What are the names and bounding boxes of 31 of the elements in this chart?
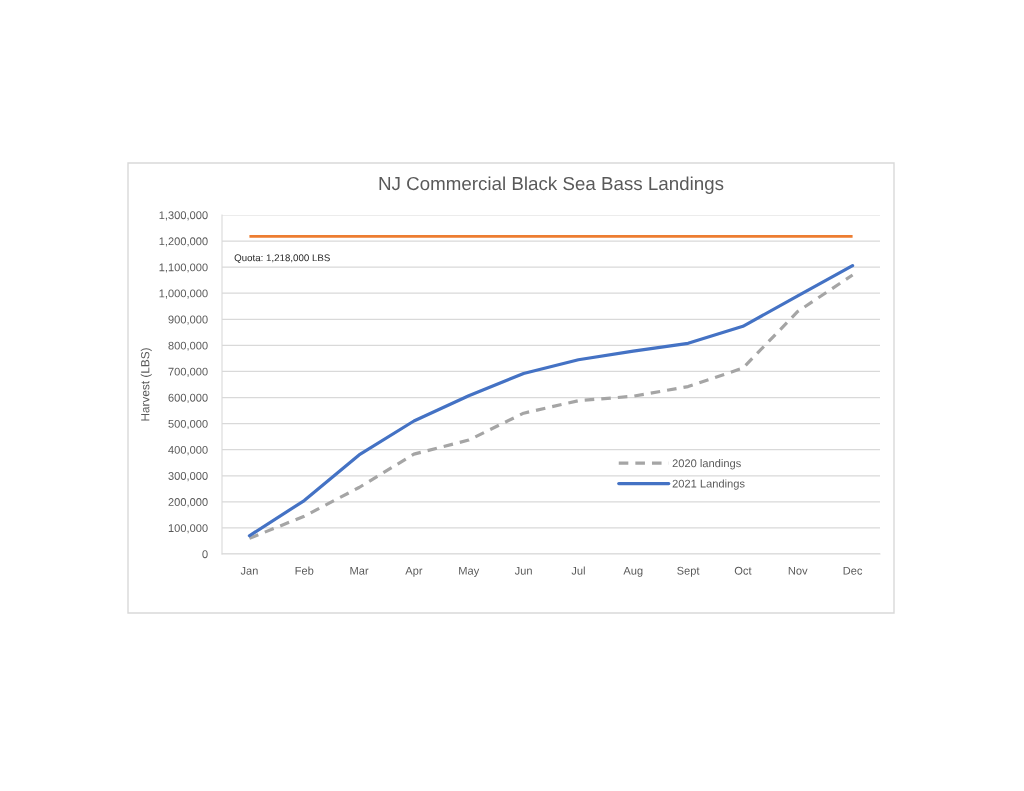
y-tick-label: 100,000 — [168, 524, 208, 534]
x-tick-label: Dec — [843, 566, 863, 575]
x-tick-label: Jun — [514, 566, 532, 575]
x-tick-label: Jul — [571, 566, 585, 575]
x-tick-label: Oct — [734, 566, 752, 575]
y-tick-label: 300,000 — [168, 472, 208, 482]
y-tick-label: 900,000 — [168, 315, 208, 325]
y-axis-title: Harvest (LBS) — [140, 348, 152, 421]
x-tick-label: Nov — [788, 566, 808, 575]
x-tick-label: Aug — [623, 566, 643, 577]
y-tick-label: 1,300,000 — [159, 211, 208, 221]
x-tick-label: Apr — [405, 566, 423, 577]
legend-label: 2020 landings — [672, 459, 741, 470]
x-tick-label: Mar — [350, 566, 369, 575]
y-tick-label: 700,000 — [168, 367, 208, 377]
y-tick-label: 400,000 — [168, 445, 208, 456]
ref-line-label: Quota: 1,218,000 LBS — [234, 254, 330, 263]
x-tick-label: Feb — [295, 566, 314, 575]
y-tick-label: 1,000,000 — [159, 289, 208, 299]
y-tick-label: 0 — [202, 550, 208, 559]
y-tick-label: 500,000 — [168, 419, 208, 430]
y-tick-label: 600,000 — [168, 393, 208, 403]
x-tick-label: Sept — [677, 566, 700, 577]
chart-title: NJ Commercial Black Sea Bass Landings — [379, 176, 724, 194]
y-tick-label: 200,000 — [168, 498, 208, 508]
y-tick-label: 1,200,000 — [159, 237, 208, 247]
legend-label: 2021 Landings — [672, 479, 745, 490]
y-tick-label: 1,100,000 — [159, 263, 208, 273]
y-tick-label: 800,000 — [168, 341, 208, 351]
x-tick-label: May — [459, 566, 480, 577]
x-tick-label: Jan — [240, 566, 258, 575]
